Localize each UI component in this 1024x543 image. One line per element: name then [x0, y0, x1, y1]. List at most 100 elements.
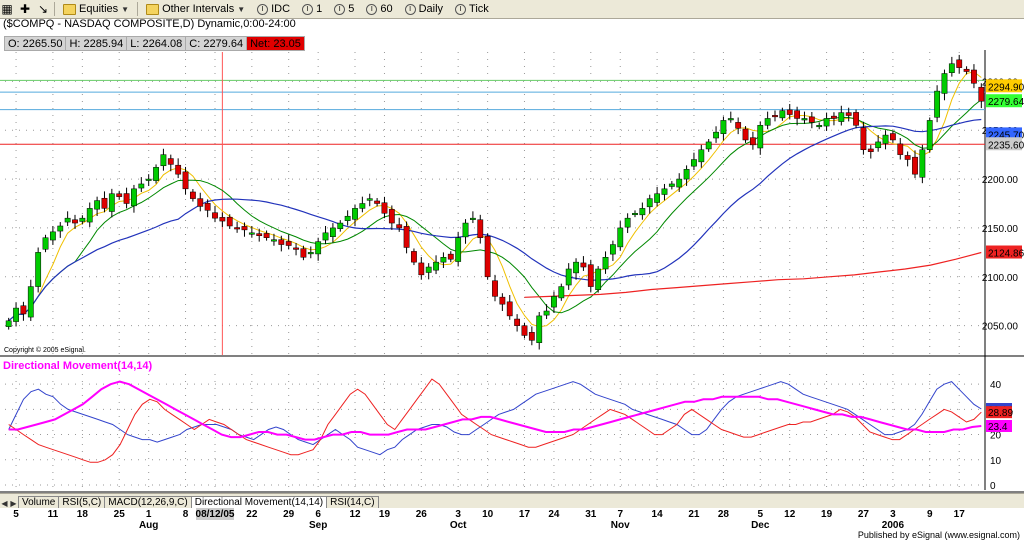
tab-rsi-14[interactable]: RSI(14,C) — [326, 496, 379, 508]
candle-body — [749, 137, 756, 146]
interval-tick-button[interactable]: I Tick — [451, 3, 493, 15]
x-tick-label: 19 — [821, 509, 833, 520]
x-month-label: Aug — [139, 520, 158, 531]
candle — [388, 205, 395, 230]
x-tick-label: 12 — [784, 509, 796, 520]
interval-60-button[interactable]: I 60 — [362, 3, 396, 15]
candle — [256, 228, 263, 242]
candle-body — [322, 232, 329, 241]
interval-icon: I — [257, 3, 269, 15]
x-tick-label: 17 — [519, 509, 531, 520]
candle — [123, 187, 130, 209]
interval-tick-label: Tick — [469, 3, 489, 15]
x-tick-label: 26 — [416, 509, 428, 520]
candle — [919, 144, 926, 184]
candle-body — [587, 264, 594, 287]
candle — [705, 138, 712, 152]
candle — [131, 184, 137, 213]
candle-body — [808, 116, 815, 123]
other-intervals-menu[interactable]: Other Intervals ▼ — [142, 3, 249, 15]
candle-body — [875, 141, 882, 149]
candle-body — [49, 231, 56, 241]
tab-volume[interactable]: Volume — [18, 496, 60, 508]
tab-scroll-left-icon[interactable]: ◀ — [1, 499, 8, 508]
candle-body — [212, 212, 218, 219]
price-value-tag: 2294.90 — [986, 79, 1024, 93]
copyright-text: Copyright © 2005 eSignal. — [4, 347, 86, 354]
candle — [735, 117, 742, 135]
indicator-value-tag: 23.4 — [986, 419, 1012, 433]
candle-body — [175, 164, 182, 175]
candle — [676, 173, 683, 192]
indicator-value-tag-bg — [986, 419, 1012, 432]
candle — [182, 166, 189, 195]
equities-menu[interactable]: Equities ▼ — [59, 3, 133, 15]
open-value: O: 2265.50 — [4, 36, 67, 51]
candle-body — [388, 209, 395, 224]
price-axis: 2050.00 2100.00 2150.00 2200.00 2250.00 2300.… — [982, 77, 1019, 332]
candle — [764, 111, 771, 130]
interval-icon: I — [404, 3, 416, 15]
candle-body — [609, 244, 616, 255]
candle-body — [772, 115, 778, 118]
candle — [462, 219, 469, 244]
tab-scroll-right-icon[interactable]: ▶ — [10, 499, 17, 508]
chevron-down-icon: ▼ — [121, 4, 130, 14]
candle-body — [248, 232, 255, 235]
cursor-icon[interactable]: ↘ — [37, 2, 49, 16]
interval-idc-button[interactable]: I IDC — [253, 3, 294, 15]
candle-body — [396, 224, 403, 229]
candle — [683, 165, 690, 186]
candle — [492, 274, 498, 302]
candle — [13, 302, 19, 327]
tab-directional-movement[interactable]: Directional Movement(14,14) — [190, 496, 328, 508]
candle-body — [455, 237, 462, 262]
candle-body — [477, 219, 484, 238]
x-tick-label: 17 — [954, 509, 966, 520]
candle-body — [86, 208, 93, 223]
tab-rsi-5[interactable]: RSI(5,C) — [58, 496, 106, 508]
chart-icon[interactable]: ▦ — [1, 2, 13, 16]
candle — [433, 255, 439, 275]
x-tick-label: 27 — [858, 509, 870, 520]
interval-daily-button[interactable]: I Daily — [401, 3, 447, 15]
x-tick-label: 25 — [114, 509, 126, 520]
candle-body — [256, 233, 263, 237]
candle — [565, 263, 572, 290]
x-month-label: Dec — [751, 520, 770, 531]
toolbar-divider — [54, 2, 55, 16]
candle-body — [536, 315, 543, 343]
candle-body — [934, 90, 941, 118]
candle-body — [403, 226, 410, 248]
candle — [573, 258, 579, 280]
tab-macd[interactable]: MACD(12,26,9,C) — [104, 496, 192, 508]
indicator-tabbar: ◀ ▶ Volume RSI(5,C) MACD(12,26,9,C) Dire… — [0, 493, 1024, 508]
candle-body — [425, 266, 432, 273]
x-tick-label: 5 — [757, 509, 763, 520]
candle — [882, 130, 889, 150]
low-value: L: 2264.08 — [126, 36, 187, 51]
candle-body — [123, 193, 130, 204]
interval-5-button[interactable]: I 5 — [330, 3, 358, 15]
candle — [757, 121, 764, 155]
cursor-date-tag — [196, 508, 234, 520]
price-tick-label: 2300.00 — [982, 77, 1019, 88]
candle-body — [108, 193, 115, 212]
candle — [440, 252, 447, 269]
candle — [926, 117, 933, 153]
candle-body — [632, 213, 638, 216]
candle-body — [948, 63, 955, 73]
candle — [469, 211, 476, 224]
candle — [359, 196, 366, 213]
candle — [948, 56, 955, 77]
interval-1-button[interactable]: I 1 — [298, 3, 326, 15]
x-tick-label: 7 — [617, 509, 623, 520]
candle — [35, 247, 42, 293]
indicator-tick-label: 30 — [990, 405, 1002, 416]
indicator-title: Directional Movement(14,14) — [3, 360, 153, 372]
candle-body — [779, 110, 786, 119]
add-icon[interactable]: ✚ — [19, 2, 31, 16]
